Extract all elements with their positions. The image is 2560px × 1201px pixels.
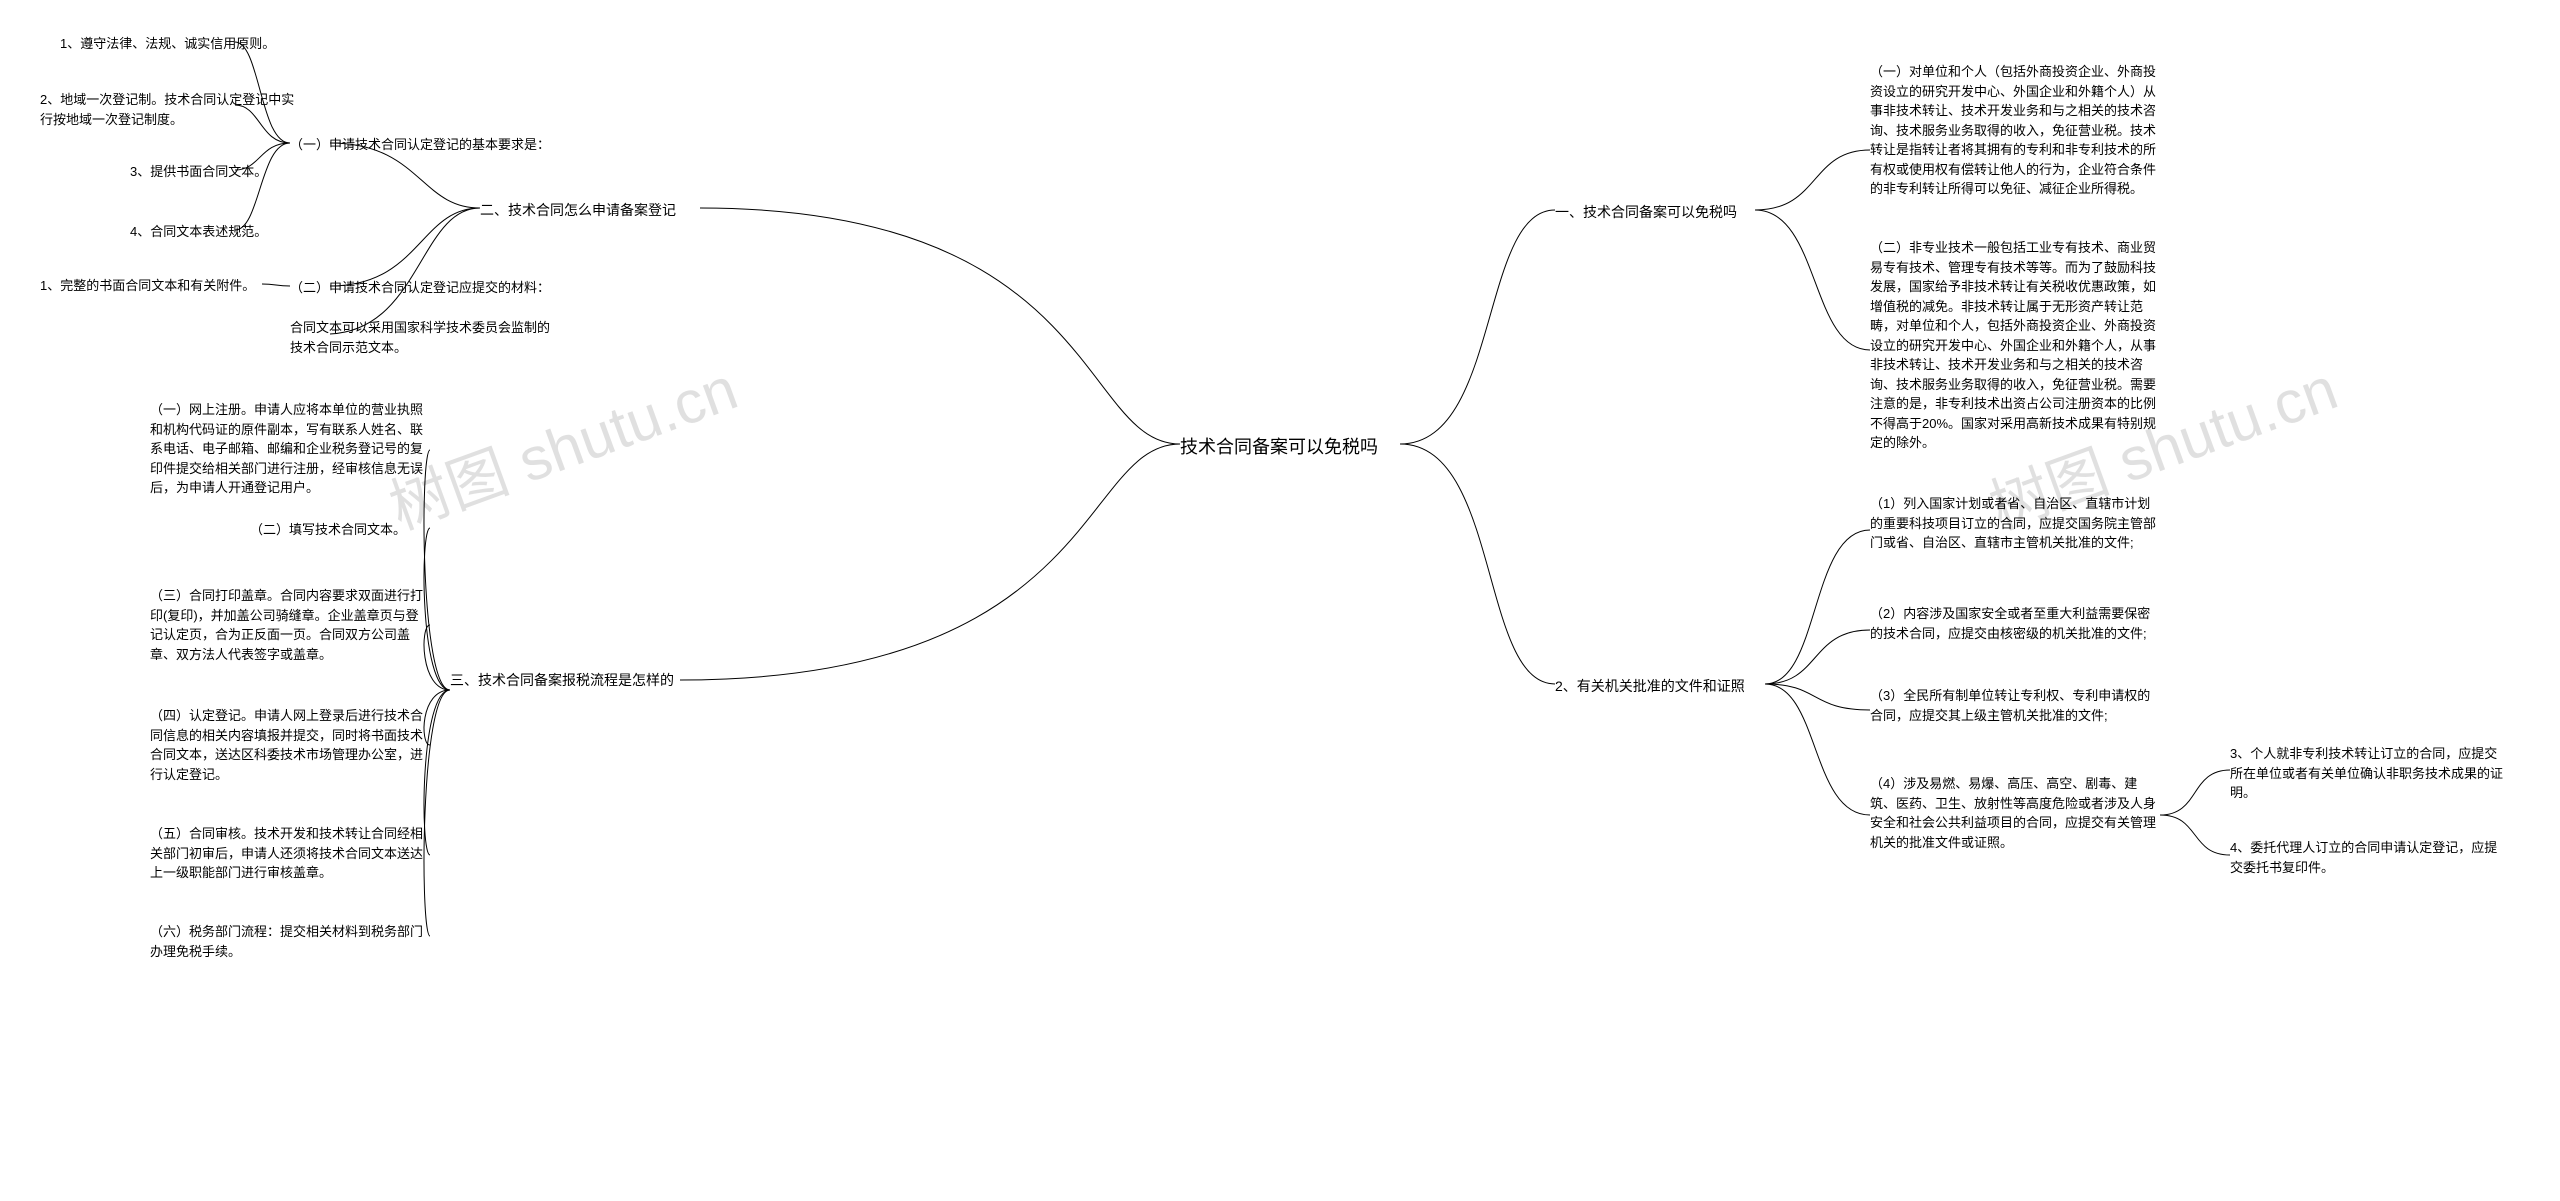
left-1-1-sub-3: 3、提供书面合同文本。 [130,162,290,182]
right-branch-1: 一、技术合同备案可以免税吗 [1555,202,1755,223]
left-2-child-5: （五）合同审核。技术开发和技术转让合同经相关部门初审后，申请人还须将技术合同文本… [150,824,430,883]
right-2-child-1: （1）列入国家计划或者省、自治区、直辖市计划的重要科技项目订立的合同，应提交国务… [1870,494,2160,553]
right-2-4-sub-2: 4、委托代理人订立的合同申请认定登记，应提交委托书复印件。 [2230,838,2510,877]
right-2-4-sub-1: 3、个人就非专利技术转让订立的合同，应提交所在单位或者有关单位确认非职务技术成果… [2230,744,2510,803]
left-2-child-2: （二）填写技术合同文本。 [250,520,430,540]
left-1-1-sub-1: 1、遵守法律、法规、诚实信用原则。 [60,34,300,54]
left-1-1-sub-2: 2、地域一次登记制。技术合同认定登记中实行按地域一次登记制度。 [40,90,300,129]
left-2-child-1: （一）网上注册。申请人应将本单位的营业执照和机构代码证的原件副本，写有联系人姓名… [150,400,430,498]
right-branch-2: 2、有关机关批准的文件和证照 [1555,676,1765,697]
left-1-child-3: 合同文本可以采用国家科学技术委员会监制的技术合同示范文本。 [290,318,550,357]
left-2-child-6: （六）税务部门流程：提交相关材料到税务部门办理免税手续。 [150,922,430,961]
right-2-child-4: （4）涉及易燃、易爆、高压、高空、剧毒、建筑、医药、卫生、放射性等高度危险或者涉… [1870,774,2160,852]
left-1-1-sub-4: 4、合同文本表述规范。 [130,222,290,242]
center-node: 技术合同备案可以免税吗 [1180,434,1400,461]
left-2-child-3: （三）合同打印盖章。合同内容要求双面进行打印(复印)，并加盖公司骑缝章。企业盖章… [150,586,430,664]
left-1-child-1: （一）申请技术合同认定登记的基本要求是： [290,135,590,155]
left-branch-1: 二、技术合同怎么申请备案登记 [480,200,700,221]
left-1-child-2: （二）申请技术合同认定登记应提交的材料： [290,278,590,298]
left-1-2-sub-1: 1、完整的书面合同文本和有关附件。 [40,276,280,296]
watermark-1: 树图 shutu.cn [376,340,747,546]
right-2-child-2: （2）内容涉及国家安全或者至重大利益需要保密的技术合同，应提交由核密级的机关批准… [1870,604,2160,643]
left-2-child-4: （四）认定登记。申请人网上登录后进行技术合同信息的相关内容填报并提交，同时将书面… [150,706,430,784]
right-1-child-2: （二）非专业技术一般包括工业专有技术、商业贸易专有技术、管理专有技术等等。而为了… [1870,238,2160,453]
right-1-child-1: （一）对单位和个人（包括外商投资企业、外商投资设立的研究开发中心、外国企业和外籍… [1870,62,2160,199]
left-branch-2: 三、技术合同备案报税流程是怎样的 [450,670,680,691]
mindmap-canvas: 树图 shutu.cn 树图 shutu.cn 技术合同备案可以免税吗 一、技术… [0,0,2560,1201]
right-2-child-3: （3）全民所有制单位转让专利权、专利申请权的合同，应提交其上级主管机关批准的文件… [1870,686,2160,725]
